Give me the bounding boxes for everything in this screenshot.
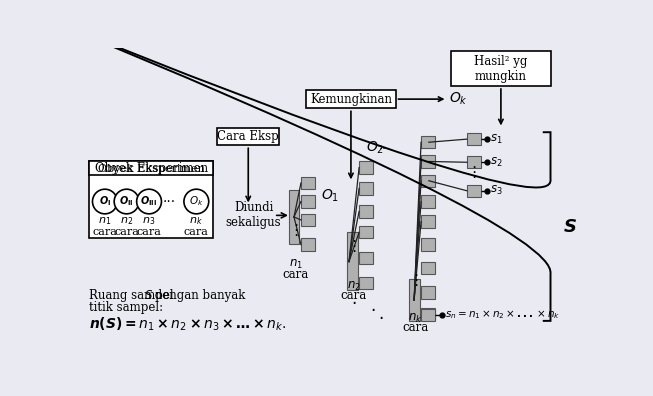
Bar — [359, 182, 373, 194]
Bar — [421, 136, 435, 148]
Bar — [467, 185, 481, 197]
Bar — [306, 90, 396, 109]
Bar — [89, 162, 214, 175]
Bar — [301, 238, 315, 251]
Text: $\boldsymbol{S}$: $\boldsymbol{S}$ — [563, 217, 577, 236]
Text: titik sampel:: titik sampel: — [89, 301, 163, 314]
Text: Kemungkinan: Kemungkinan — [310, 93, 392, 106]
Text: cara: cara — [136, 227, 161, 237]
Bar — [89, 162, 214, 238]
Text: ⋮: ⋮ — [346, 239, 361, 254]
Text: $S$: $S$ — [144, 289, 153, 302]
Text: cara: cara — [114, 227, 139, 237]
Text: $\boldsymbol{O}_{\rm\bf I}$: $\boldsymbol{O}_{\rm\bf I}$ — [99, 194, 111, 208]
Circle shape — [114, 189, 139, 214]
Text: cara: cara — [402, 321, 429, 334]
Circle shape — [93, 189, 118, 214]
Text: Cara Eksp: Cara Eksp — [217, 130, 279, 143]
Bar — [359, 206, 373, 218]
Text: ⋮: ⋮ — [408, 272, 423, 287]
Text: $n_2$: $n_2$ — [120, 216, 133, 227]
Text: cara: cara — [93, 227, 118, 237]
Text: $\boldsymbol{O_2}$: $\boldsymbol{O_2}$ — [366, 139, 384, 156]
Text: $n_1$: $n_1$ — [98, 216, 112, 227]
Text: Hasil² yg
mungkin: Hasil² yg mungkin — [474, 55, 528, 83]
Text: ·: · — [370, 302, 375, 320]
Text: $\boldsymbol{O_1}$: $\boldsymbol{O_1}$ — [321, 187, 339, 204]
Bar — [347, 232, 358, 290]
Bar — [421, 238, 435, 251]
Bar — [467, 156, 481, 168]
Text: Diundi
sekaligus: Diundi sekaligus — [226, 202, 281, 229]
Text: $\boldsymbol{O}_{\rm\bf II}$: $\boldsymbol{O}_{\rm\bf II}$ — [119, 194, 134, 208]
Bar — [409, 278, 419, 321]
Text: ⋮: ⋮ — [288, 223, 303, 238]
Bar — [421, 195, 435, 208]
Text: $s_3$: $s_3$ — [490, 184, 503, 197]
Text: ⋮: ⋮ — [466, 165, 481, 180]
Bar — [359, 277, 373, 289]
Text: $s_2$: $s_2$ — [490, 156, 503, 169]
Bar — [421, 262, 435, 274]
Text: Ruang sampel: Ruang sampel — [89, 289, 178, 302]
Text: $n_2$: $n_2$ — [347, 280, 360, 293]
Text: $\boldsymbol{O_k}$: $\boldsymbol{O_k}$ — [189, 194, 204, 208]
Text: dengan banyak: dengan banyak — [151, 289, 245, 302]
Bar — [301, 177, 315, 189]
Bar — [467, 133, 481, 145]
Bar — [359, 226, 373, 238]
Bar — [421, 308, 435, 321]
Bar — [421, 155, 435, 168]
Text: $n_1$: $n_1$ — [289, 258, 302, 271]
Bar — [359, 162, 373, 174]
Text: ·: · — [351, 295, 357, 313]
Bar — [289, 190, 299, 244]
Bar — [301, 214, 315, 226]
Text: $n_k$: $n_k$ — [189, 216, 203, 227]
Bar — [359, 251, 373, 264]
Text: ···: ··· — [163, 194, 176, 209]
Bar — [421, 286, 435, 299]
Text: $n_3$: $n_3$ — [142, 216, 155, 227]
Text: Obyek Eksperimen: Obyek Eksperimen — [95, 162, 208, 175]
Text: $\boldsymbol{O}_{\rm\bf III}$: $\boldsymbol{O}_{\rm\bf III}$ — [140, 194, 158, 208]
Circle shape — [184, 189, 209, 214]
Text: $n_k$: $n_k$ — [408, 312, 423, 325]
Text: ·: · — [378, 310, 383, 327]
Text: $\boldsymbol{n(S) = n_1 \times n_2 \times n_3 \times \ldots \times n_k}.$: $\boldsymbol{n(S) = n_1 \times n_2 \time… — [89, 316, 287, 333]
Bar — [217, 128, 279, 145]
Bar — [421, 308, 435, 320]
Bar — [421, 175, 435, 187]
Text: ···: ··· — [379, 143, 390, 156]
Text: $\boldsymbol{O_k}$: $\boldsymbol{O_k}$ — [449, 91, 468, 107]
Text: cara: cara — [340, 289, 367, 302]
Circle shape — [136, 189, 161, 214]
Text: cara: cara — [282, 268, 309, 281]
Bar — [451, 51, 551, 86]
Text: $s_1$: $s_1$ — [490, 133, 503, 146]
Bar — [421, 215, 435, 228]
Bar — [301, 195, 315, 208]
Text: $\boldsymbol{s_n} = \boldsymbol{n_1} \times \boldsymbol{n_2} \times \mathbf{...}: $\boldsymbol{s_n} = \boldsymbol{n_1} \ti… — [445, 308, 560, 321]
Text: Obyek Eksperimen: Obyek Eksperimen — [98, 164, 205, 174]
Text: cara: cara — [184, 227, 209, 237]
